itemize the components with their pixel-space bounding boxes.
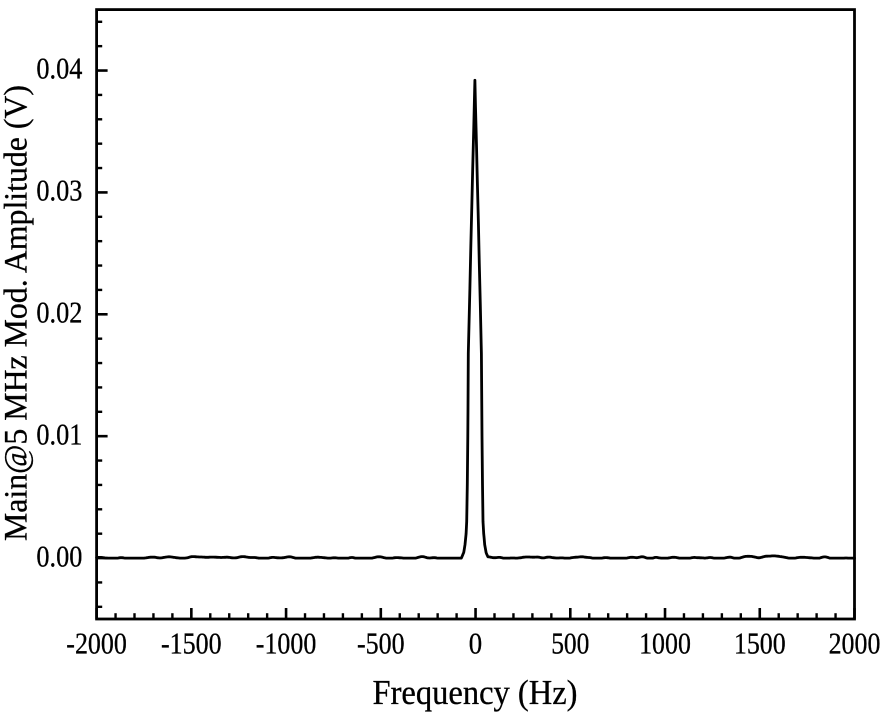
svg-text:500: 500: [551, 627, 589, 661]
svg-text:0.04: 0.04: [36, 52, 82, 86]
svg-text:0.02: 0.02: [36, 296, 82, 330]
svg-text:1000: 1000: [639, 627, 691, 661]
svg-text:0.03: 0.03: [36, 174, 82, 208]
svg-text:-500: -500: [357, 627, 405, 661]
svg-text:1500: 1500: [734, 627, 786, 661]
svg-text:Main@5 MHz Mod. Amplitude (V): Main@5 MHz Mod. Amplitude (V): [0, 85, 34, 541]
svg-text:-1000: -1000: [256, 627, 317, 661]
svg-text:-1500: -1500: [161, 627, 222, 661]
svg-text:-2000: -2000: [66, 627, 127, 661]
svg-text:0: 0: [469, 627, 482, 661]
svg-text:0.00: 0.00: [36, 539, 82, 573]
svg-text:0.01: 0.01: [36, 417, 82, 451]
svg-text:2000: 2000: [829, 627, 881, 661]
svg-text:Frequency (Hz): Frequency (Hz): [373, 673, 578, 712]
